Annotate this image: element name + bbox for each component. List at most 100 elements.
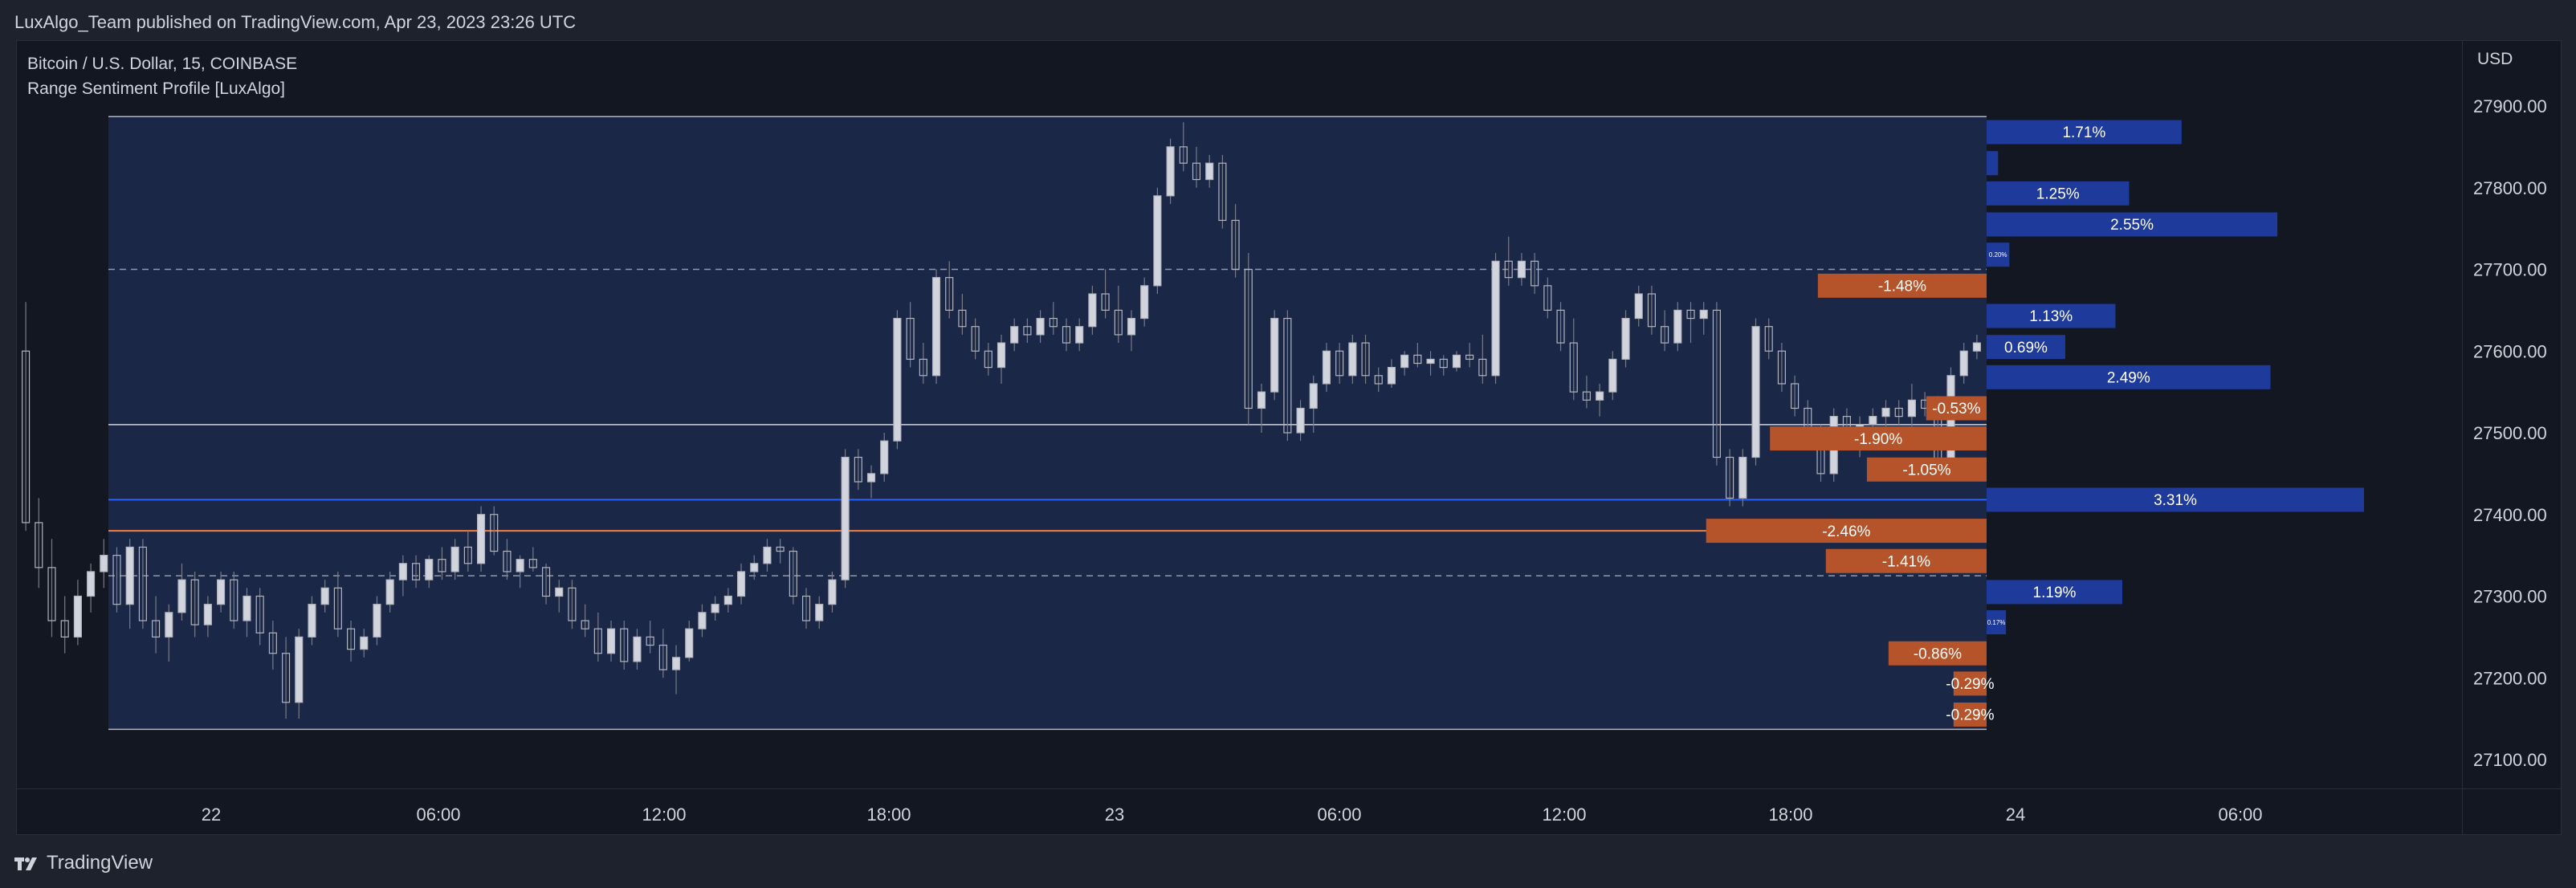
candle-body[interactable] [1205, 162, 1214, 181]
candle-body[interactable] [1661, 326, 1669, 344]
candle-body[interactable] [1517, 260, 1526, 279]
candle-body[interactable] [723, 595, 732, 605]
candle-body[interactable] [243, 595, 251, 621]
candle-body[interactable] [1114, 309, 1123, 336]
candle-body[interactable] [138, 546, 147, 621]
candle-body[interactable] [880, 440, 889, 475]
candle-body[interactable] [463, 546, 472, 564]
candle-body[interactable] [320, 587, 329, 605]
candle-body[interactable] [1257, 391, 1266, 409]
profile-bar[interactable] [1987, 610, 2007, 635]
candle-body[interactable] [1959, 350, 1968, 377]
candle-body[interactable] [47, 567, 56, 621]
candle-body[interactable] [958, 309, 967, 328]
candle-body[interactable] [425, 559, 434, 580]
candle-body[interactable] [1582, 391, 1591, 401]
candle-body[interactable] [1556, 309, 1565, 344]
candle-body[interactable] [1647, 293, 1656, 328]
candle-body[interactable] [1946, 375, 1955, 466]
indicator-title[interactable]: Range Sentiment Profile [LuxAlgo] [27, 79, 286, 98]
candle-body[interactable] [1478, 358, 1487, 377]
candle-body[interactable] [1426, 358, 1435, 365]
symbol-title[interactable]: Bitcoin / U.S. Dollar, 15, COINBASE [27, 55, 298, 73]
candle-body[interactable] [438, 559, 446, 572]
candle-body[interactable] [997, 342, 1006, 369]
candle-body[interactable] [165, 612, 173, 637]
candle-body[interactable] [736, 571, 746, 597]
profile-bar[interactable] [1987, 487, 2364, 512]
candle-body[interactable] [789, 550, 797, 597]
profile-bar[interactable] [1866, 457, 1987, 482]
profile-bar[interactable] [1987, 181, 2130, 206]
candle-body[interactable] [541, 567, 551, 597]
candle-body[interactable] [1751, 326, 1760, 458]
candle-body[interactable] [919, 358, 927, 377]
candle-body[interactable] [1972, 342, 1981, 352]
candle-body[interactable] [593, 628, 602, 654]
candle-body[interactable] [1231, 219, 1240, 271]
candle-body[interactable] [1361, 342, 1370, 377]
candle-body[interactable] [360, 636, 369, 650]
candle-body[interactable] [1673, 309, 1682, 344]
candle-body[interactable] [1348, 342, 1357, 377]
candle-body[interactable] [1179, 146, 1188, 164]
candle-body[interactable] [1894, 407, 1903, 418]
candle-body[interactable] [503, 550, 512, 572]
candle-body[interactable] [1010, 326, 1019, 344]
candle-body[interactable] [1283, 317, 1292, 434]
candle-body[interactable] [671, 657, 681, 670]
candle-body[interactable] [1036, 317, 1045, 336]
candle-body[interactable] [412, 563, 421, 580]
candle-body[interactable] [893, 317, 902, 442]
candle-body[interactable] [87, 571, 96, 597]
profile-bar[interactable] [1987, 335, 2065, 360]
candle-body[interactable] [1335, 350, 1344, 377]
candle-body[interactable] [1049, 317, 1058, 328]
profile-bar[interactable] [1987, 303, 2116, 328]
candle-body[interactable] [1491, 260, 1500, 377]
candle-body[interactable] [125, 546, 134, 605]
candle-body[interactable] [568, 587, 577, 621]
candle-body[interactable] [906, 317, 915, 360]
candle-body[interactable] [1244, 268, 1253, 409]
candle-body[interactable] [1569, 342, 1578, 393]
candle-body[interactable] [516, 559, 524, 572]
candle-body[interactable] [1596, 391, 1604, 401]
candle-body[interactable] [1686, 309, 1695, 320]
candle-body[interactable] [1726, 456, 1734, 499]
candle-body[interactable] [1452, 354, 1461, 369]
candle-body[interactable] [815, 604, 824, 621]
candle-body[interactable] [1296, 407, 1305, 434]
candle-body[interactable] [866, 473, 876, 483]
candle-body[interactable] [1712, 309, 1721, 458]
candle-body[interactable] [35, 522, 43, 568]
candle-body[interactable] [1465, 354, 1474, 360]
candle-body[interactable] [828, 579, 837, 605]
candle-body[interactable] [1907, 399, 1916, 418]
candle-body[interactable] [1504, 260, 1513, 279]
candle-body[interactable] [685, 628, 694, 658]
candle-body[interactable] [295, 636, 304, 703]
candle-body[interactable] [1192, 162, 1201, 181]
candle-body[interactable] [268, 632, 277, 654]
candle-body[interactable] [776, 546, 785, 552]
candle-body[interactable] [1608, 358, 1617, 393]
candle-body[interactable] [1777, 350, 1786, 385]
candle-body[interactable] [1699, 309, 1708, 320]
candle-body[interactable] [1062, 326, 1071, 344]
candle-body[interactable] [308, 604, 316, 637]
candle-body[interactable] [203, 604, 212, 625]
candle-body[interactable] [1400, 354, 1409, 369]
candle-body[interactable] [398, 563, 407, 580]
candle-body[interactable] [1218, 162, 1227, 222]
candle-body[interactable] [190, 579, 199, 625]
candle-body[interactable] [282, 653, 291, 703]
candle-body[interactable] [1023, 326, 1032, 336]
candle-body[interactable] [1413, 354, 1422, 365]
candle-body[interactable] [658, 644, 667, 670]
candle-body[interactable] [1322, 350, 1331, 385]
candle-body[interactable] [854, 456, 862, 483]
candle-body[interactable] [1153, 195, 1162, 287]
candle-body[interactable] [1881, 407, 1890, 418]
candle-body[interactable] [620, 628, 629, 662]
